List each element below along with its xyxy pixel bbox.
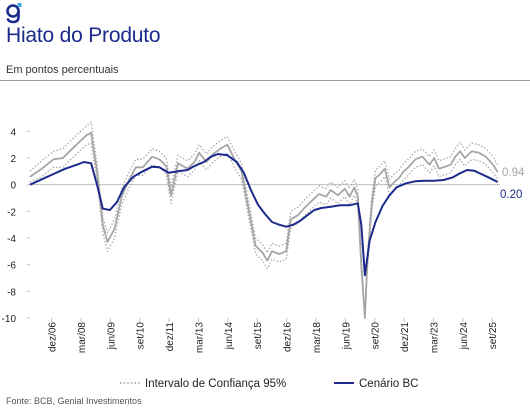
y-tick-label-2: 0: [10, 181, 16, 192]
x-tick-label-7: set/15: [253, 322, 264, 350]
x-tick-label-5: mar/13: [194, 322, 205, 354]
series-line-1: [29, 131, 499, 319]
y-tick-label-1: 2: [10, 154, 16, 165]
series-line-2: [29, 121, 499, 319]
title-divider: [0, 80, 530, 81]
x-tick-label-3: set/10: [136, 322, 147, 350]
x-tick-label-1: mar/08: [77, 322, 88, 354]
y-tick-label-3: -2: [7, 207, 16, 218]
series-line-3: [29, 142, 499, 319]
series-line-0: [29, 153, 499, 277]
y-tick-label-4: -4: [7, 234, 16, 245]
x-tick-label-11: set/20: [371, 322, 382, 350]
x-tick-label-8: dez/16: [283, 322, 294, 352]
legend-label-ci: Intervalo de Confiança 95%: [145, 378, 286, 390]
y-tick-label-0: 4: [10, 127, 16, 138]
end-label-ci: 0.94: [502, 167, 525, 179]
x-tick-label-12: dez/21: [400, 322, 411, 352]
x-tick-label-0: dez/06: [48, 322, 59, 352]
x-tick-label-13: mar/23: [429, 322, 440, 354]
x-tick-label-9: mar/18: [312, 322, 323, 354]
x-tick-label-2: jun/09: [106, 322, 117, 351]
plot-area: 4 2 0 -2 -4 -6 -8 -10 dez/06 mar/08 jun/09 set/10 de…: [2, 121, 525, 354]
x-tick-label-6: jun/14: [224, 322, 235, 351]
chart-legend: Intervalo de Confiança 95% Cenário BC: [120, 378, 418, 390]
end-label-bc: 0.20: [500, 189, 522, 201]
legend-label-bc: Cenário BC: [359, 378, 418, 390]
x-tick-label-4: dez/11: [165, 322, 176, 352]
page-title: Hiato do Produto: [6, 24, 161, 47]
x-tick-label-10: jun/19: [341, 322, 352, 351]
x-tick-label-15: set/25: [488, 322, 499, 350]
y-tick-label-5: -6: [7, 261, 16, 272]
brand-logo-icon: [6, 3, 22, 24]
output-gap-chart: 4 2 0 -2 -4 -6 -8 -10 dez/06 mar/08 jun/09 set/10 de…: [2, 121, 525, 390]
y-tick-label-6: -8: [7, 287, 16, 298]
x-tick-label-14: jun/24: [459, 322, 470, 351]
y-tick-label-7: -10: [2, 314, 17, 325]
source-note: Fonte: BCB, Genial Investimentos: [6, 396, 142, 406]
page-subtitle: Em pontos percentuais: [6, 64, 119, 76]
